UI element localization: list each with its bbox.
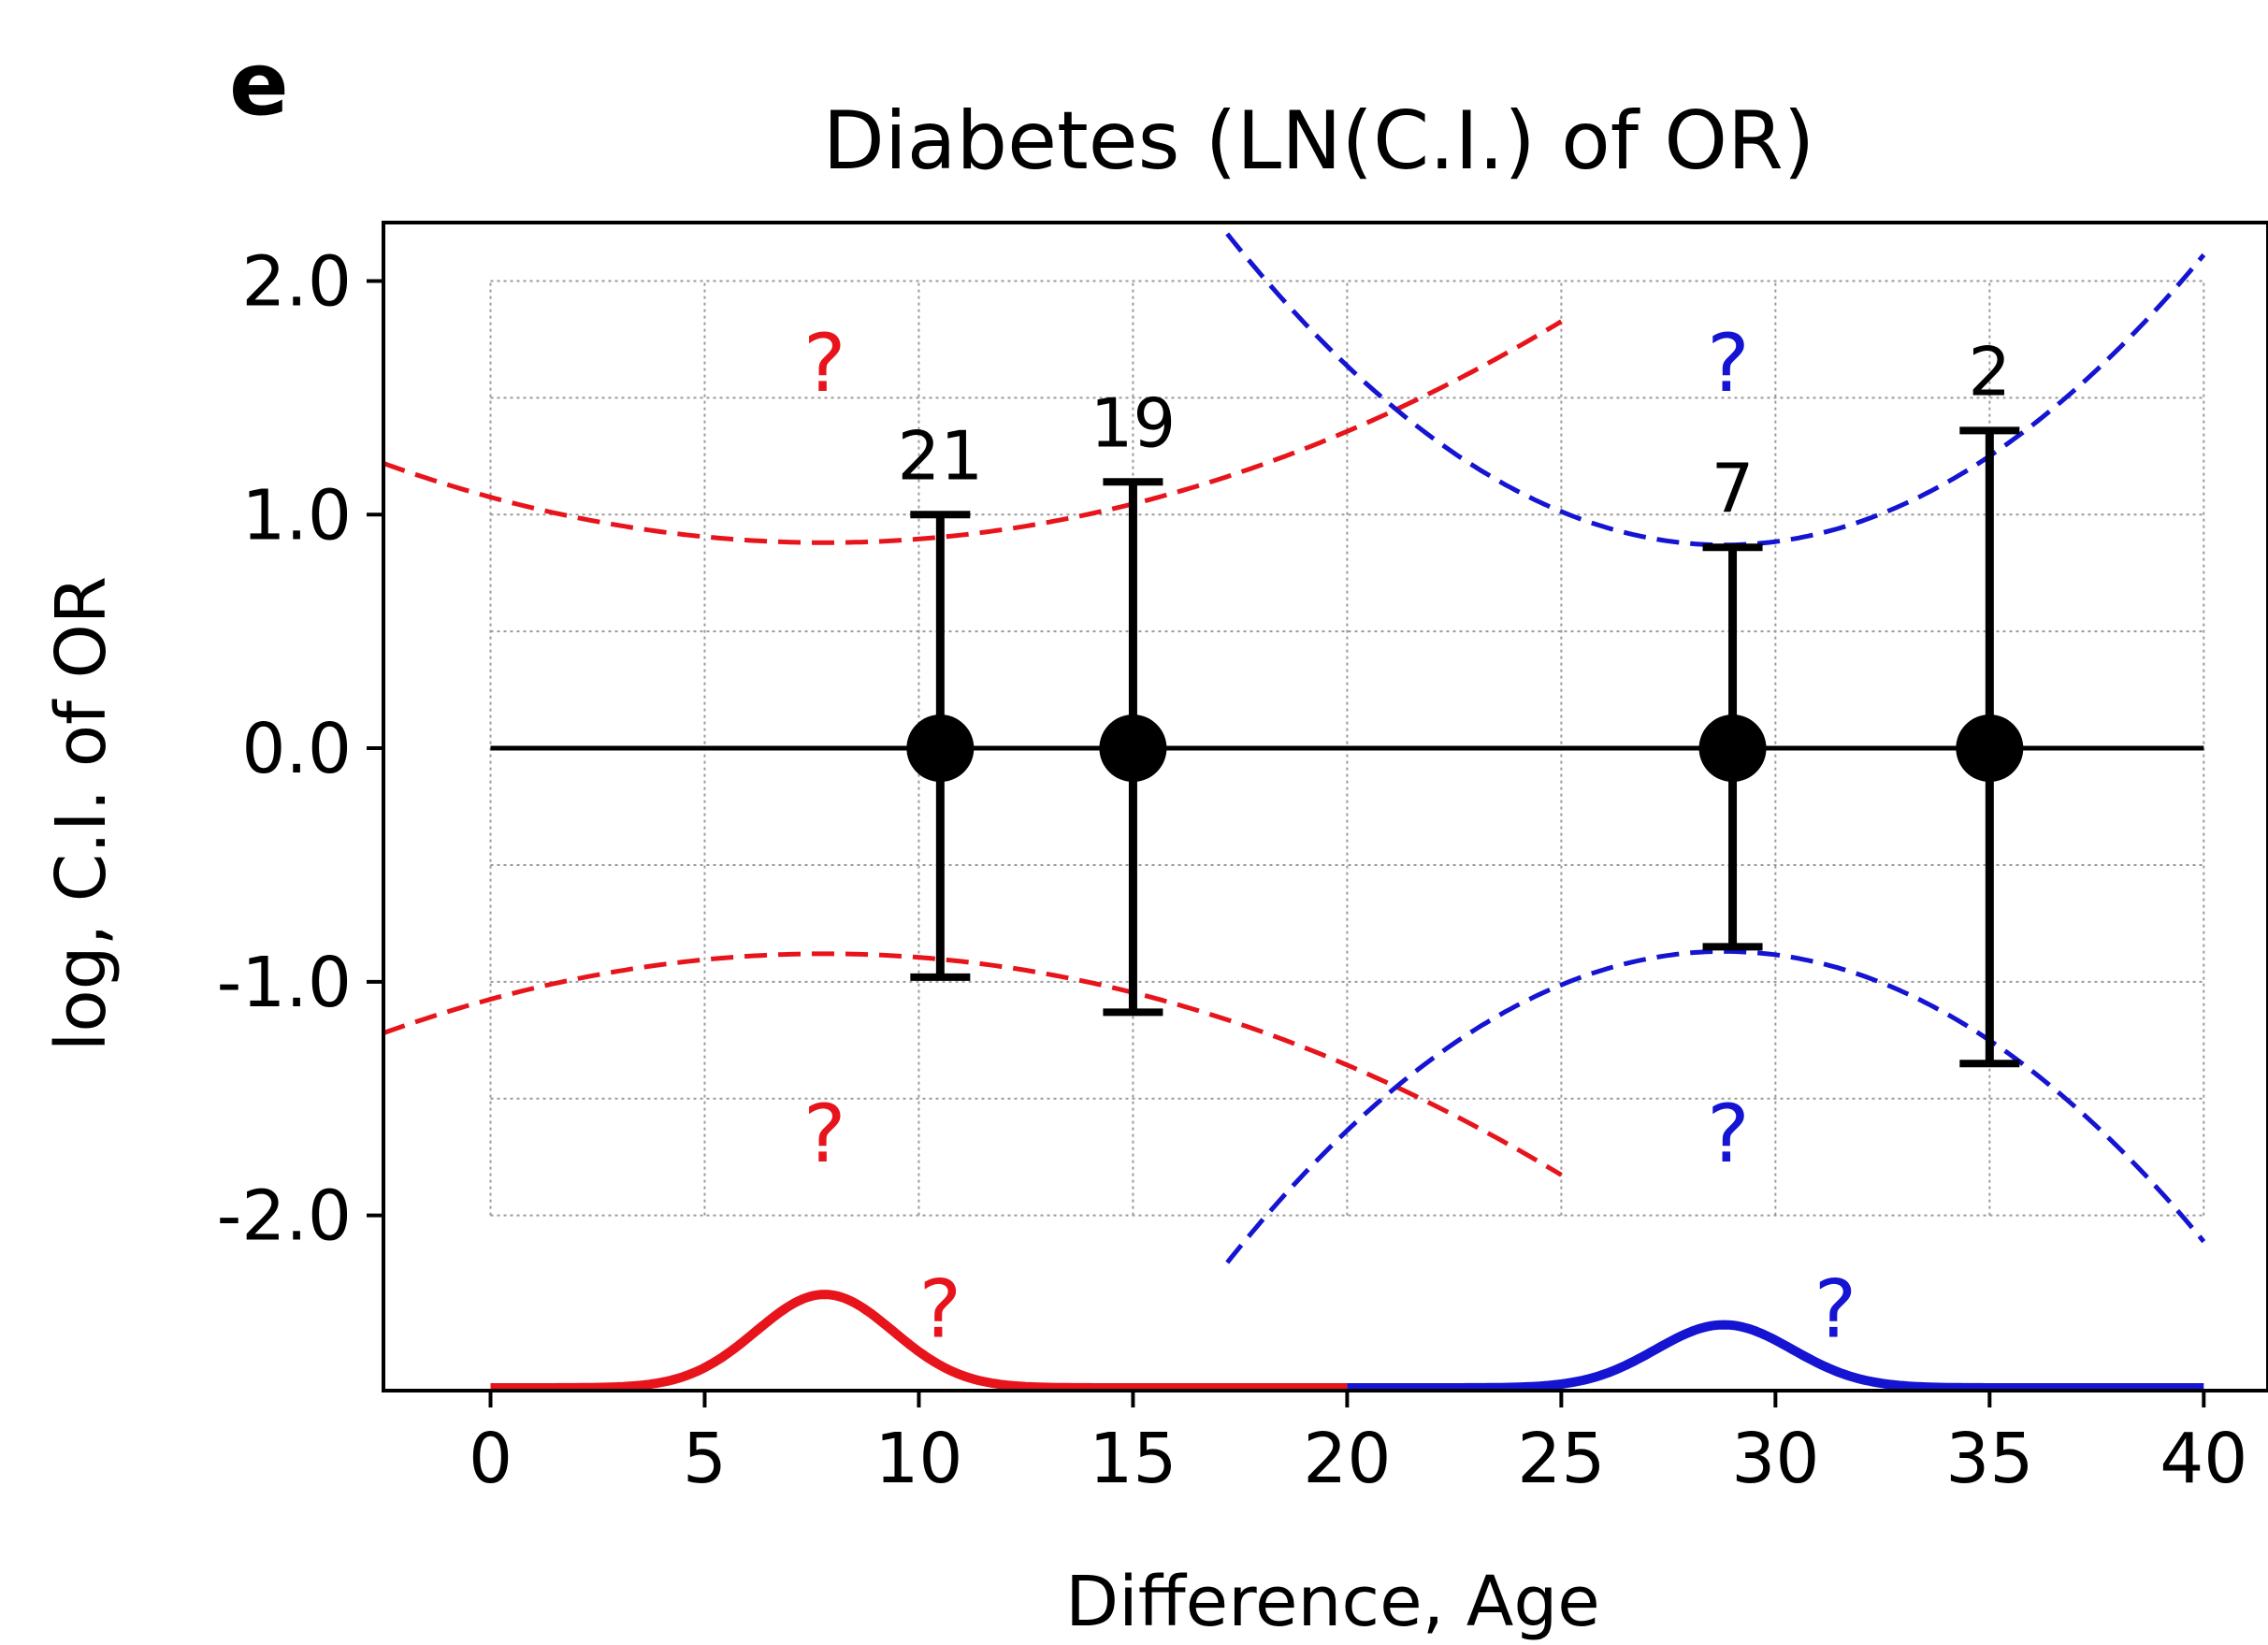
x-tick-label: 35 [1945, 1419, 2033, 1499]
upper-bound-curve-2 [1225, 232, 2206, 548]
data-point [906, 714, 975, 783]
x-tick-label: 40 [2160, 1419, 2247, 1499]
data-point [1956, 714, 2024, 783]
annotations: ?????? [803, 317, 1856, 1357]
x-axis: 0 5 10 15 20 25 30 35 40 [469, 1391, 2247, 1499]
y-tick-label: -2.0 [217, 1176, 352, 1257]
plot-frame [382, 221, 2268, 1392]
y-tick-label: -1.0 [217, 943, 352, 1023]
x-tick-label: 5 [683, 1419, 727, 1499]
y-axis-title: log, C.I. of OR [41, 576, 122, 1051]
y-axis: 2.0 1.0 0.0 -1.0 -2.0 [217, 241, 383, 1257]
count-label: 7 [1712, 449, 1755, 527]
panel-label: e [229, 34, 289, 136]
x-tick-label: 20 [1303, 1419, 1391, 1499]
density-curve-2 [1347, 1320, 2204, 1392]
data-point [1099, 714, 1167, 783]
data-point [1698, 714, 1767, 783]
y-tick-label: 2.0 [241, 241, 352, 322]
count-label: 19 [1091, 383, 1177, 462]
x-tick-label: 25 [1517, 1419, 1605, 1499]
lower-bound-curve-1 [383, 951, 1563, 1177]
y-tick-label: 1.0 [241, 475, 352, 556]
question-mark-annotation: ? [919, 1263, 962, 1357]
point-markers [906, 714, 2024, 783]
x-tick-label: 0 [469, 1419, 513, 1499]
count-label: 21 [898, 416, 984, 495]
density-curves [490, 1290, 2204, 1392]
bound-curves [383, 232, 2206, 1264]
chart-title: Diabetes (LN(C.I.) of OR) [823, 94, 1815, 188]
y-tick-label: 0.0 [241, 709, 352, 789]
density-curve-1 [490, 1290, 1348, 1392]
count-labels: 21 19 7 2 [898, 332, 2012, 527]
x-tick-label: 15 [1089, 1419, 1177, 1499]
count-label: 2 [1968, 332, 2011, 411]
lower-bound-curve-2 [1225, 948, 2206, 1264]
question-mark-annotation: ? [1814, 1263, 1857, 1357]
question-mark-annotation: ? [803, 1088, 846, 1181]
upper-bound-curve-1 [383, 319, 1563, 545]
x-tick-label: 30 [1731, 1419, 1819, 1499]
x-axis-title: Difference, Age [1065, 1562, 1600, 1642]
question-mark-annotation: ? [1707, 317, 1750, 411]
x-tick-label: 10 [874, 1419, 962, 1499]
question-mark-annotation: ? [1707, 1088, 1750, 1181]
question-mark-annotation: ? [803, 317, 846, 411]
